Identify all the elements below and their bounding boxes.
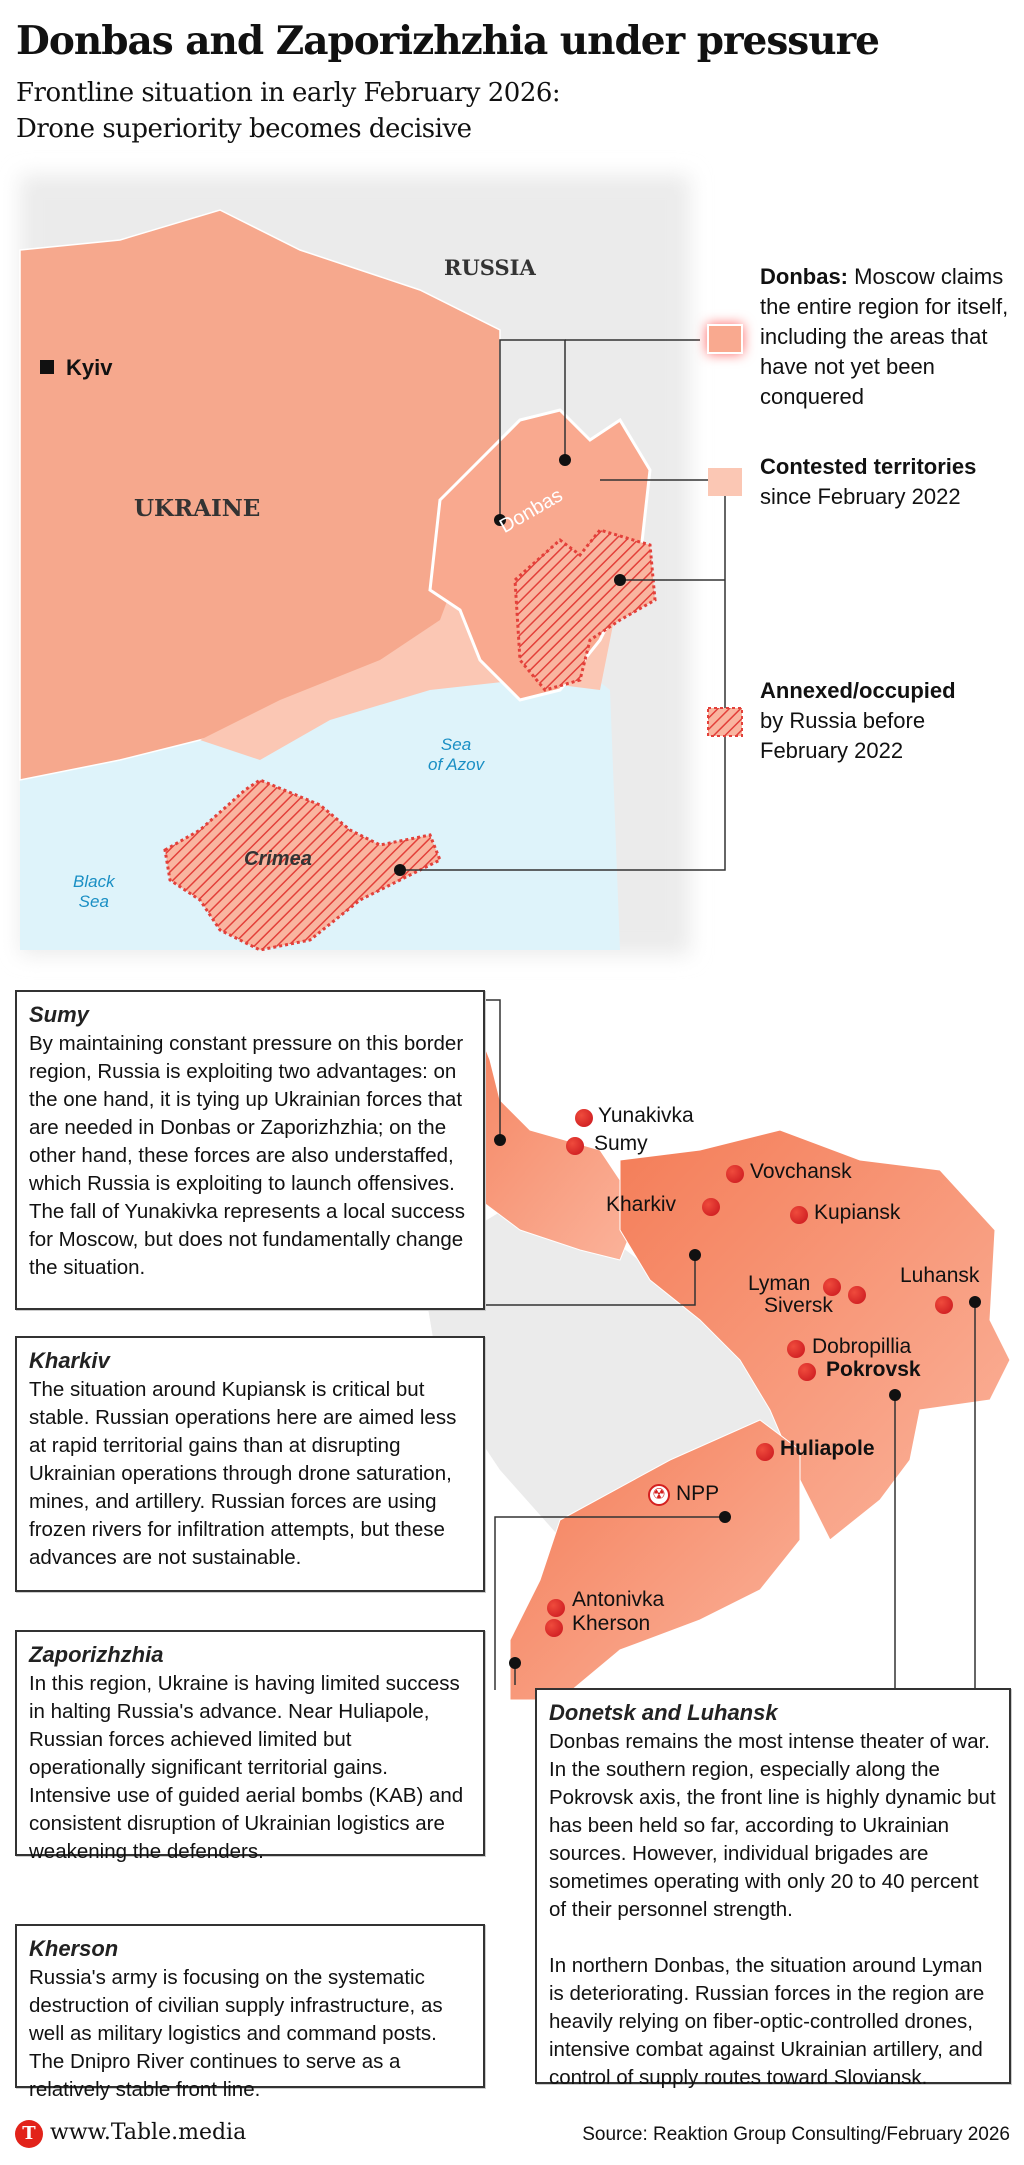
city-dot-antonivka (547, 1599, 565, 1617)
annexed-donbas (513, 528, 657, 692)
legend-swatch-contested (708, 468, 742, 496)
footer-brand[interactable]: www.Table.media (50, 2120, 247, 2145)
subtitle-line-1: Frontline situation in early February 20… (16, 78, 561, 108)
table-media-logo: T (15, 2120, 43, 2148)
city-dot-sumy (566, 1137, 584, 1155)
city-lyman: Lyman (748, 1272, 811, 1295)
city-dot-dobropillia (787, 1340, 805, 1358)
kharkiv-donbas-region (619, 1129, 1011, 1541)
box-zaporizhzhia: Zaporizhzhia In this region, Ukraine is h… (15, 1630, 485, 1863)
top-map (19, 175, 743, 955)
city-kharkiv: Kharkiv (606, 1193, 677, 1216)
bottom-leader-lines (485, 999, 976, 1690)
city-dot-siversk (848, 1286, 866, 1304)
city-npp: NPP (676, 1482, 720, 1505)
city-luhansk: Luhansk (900, 1264, 980, 1287)
crimea-hatch (163, 778, 442, 952)
radiation-icon: ☢ (648, 1484, 670, 1506)
legend-swatch-annexed (707, 707, 743, 737)
city-dot-kharkiv (702, 1198, 720, 1216)
city-dot-yunakivka (575, 1109, 593, 1127)
label-russia: RUSSIA (444, 255, 536, 280)
leader-lines (400, 339, 726, 871)
city-dobropillia: Dobropillia (812, 1335, 912, 1358)
city-dot-huliapole (756, 1443, 774, 1461)
city-huliapole: Huliapole (780, 1437, 875, 1460)
label-black-sea: Black Sea (73, 872, 115, 911)
kyiv-marker (40, 360, 54, 374)
footer-source: Source: Reaktion Group Consulting/Februa… (582, 2124, 1010, 2145)
bottom-map (420, 999, 1011, 1701)
legend-donbas: Donbas: Moscow claims the entire region … (760, 264, 1009, 409)
label-crimea: Crimea (244, 848, 312, 870)
city-kherson: Kherson (572, 1612, 651, 1635)
city-dot-kherson (545, 1619, 563, 1637)
city-vovchansk: Vovchansk (750, 1160, 852, 1183)
city-dot-vovchansk (726, 1165, 744, 1183)
label-kyiv: Kyiv (66, 355, 113, 380)
box-kharkiv: Kharkiv The situation around Kupiansk is … (15, 1336, 485, 1592)
label-sea-of-azov: Sea of Azov (428, 735, 485, 774)
box-sumy: Sumy By maintaining constant pressure on … (15, 990, 485, 1310)
page-title: Donbas and Zaporizhzhia under pressure (16, 18, 880, 64)
box-kherson: Kherson Russia's army is focusing on the … (15, 1924, 485, 2101)
city-pokrovsk: Pokrovsk (826, 1358, 921, 1381)
legend-swatch-donbas (707, 324, 743, 354)
legend-annexed: Annexed/occupied by Russia before Februar… (760, 678, 956, 763)
legend-contested: Contested territories since February 2022 (760, 454, 977, 509)
city-kupiansk: Kupiansk (814, 1201, 901, 1224)
zaporizhzhia-kherson-region (509, 1419, 801, 1701)
city-dot-luhansk (935, 1296, 953, 1314)
city-antonivka: Antonivka (572, 1588, 665, 1611)
subtitle-line-2: Drone superiority becomes decisive (16, 114, 472, 144)
city-dot-kupiansk (790, 1206, 808, 1224)
city-dot-pokrovsk (798, 1363, 816, 1381)
city-sumy: Sumy (594, 1132, 648, 1155)
label-ukraine: UKRAINE (134, 495, 261, 522)
city-yunakivka: Yunakivka (598, 1104, 694, 1127)
city-siversk: Siversk (764, 1294, 833, 1317)
city-dot-lyman (823, 1278, 841, 1296)
box-donetsk-luhansk: Donetsk and Luhansk Donbas remains the mo… (535, 1688, 1011, 2089)
